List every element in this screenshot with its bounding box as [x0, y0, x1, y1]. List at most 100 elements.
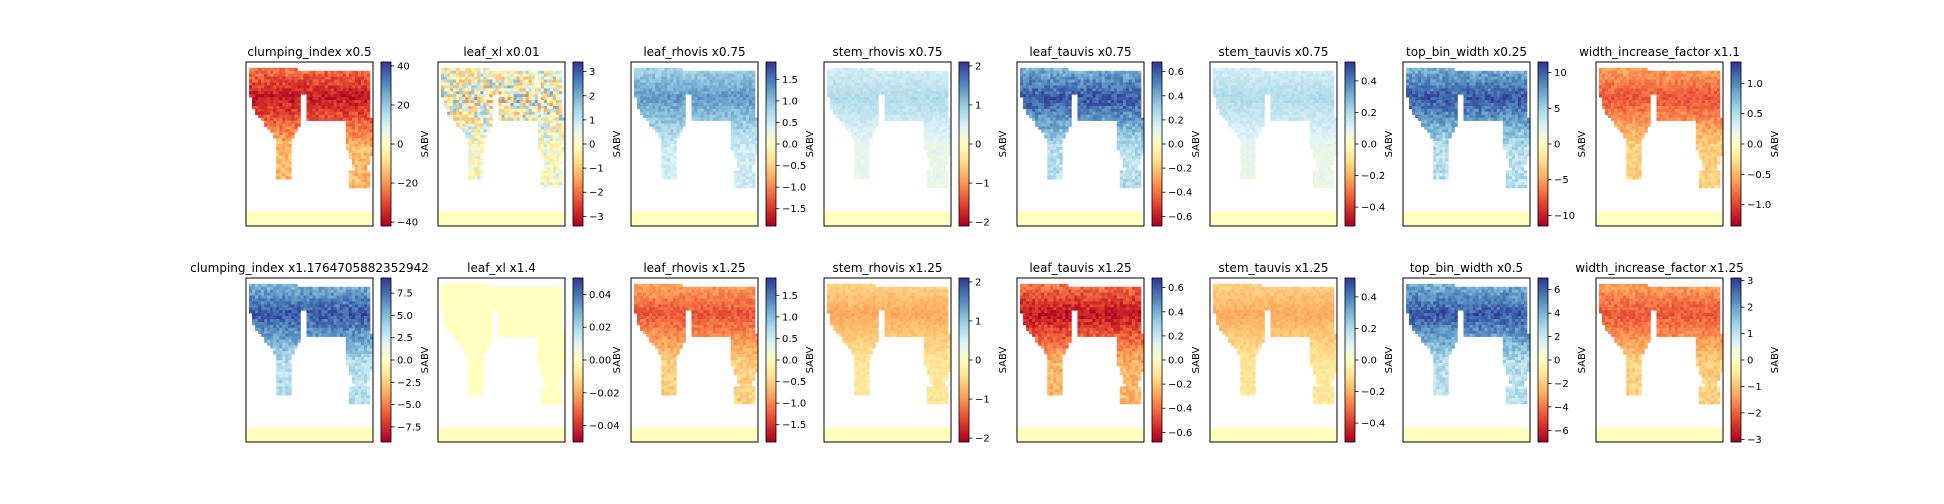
heatmap-cell [748, 141, 753, 145]
heatmap-cell [354, 217, 359, 221]
heatmap-cell [333, 217, 338, 221]
heatmap-cell [549, 105, 554, 110]
heatmap-cell [646, 94, 650, 98]
heatmap-cell [354, 146, 359, 151]
heatmap-cell [333, 79, 338, 83]
heatmap-cell [450, 220, 454, 224]
heatmap-cell [264, 88, 268, 92]
heatmap-cell [285, 144, 289, 148]
heatmap-cell [839, 73, 843, 77]
heatmap-cell [935, 214, 940, 218]
heatmap-cell [938, 214, 943, 218]
heatmap-cell [643, 79, 647, 83]
heatmap-cell [486, 223, 490, 227]
heatmap-cell [534, 111, 539, 116]
heatmap-cell [348, 132, 353, 136]
heatmap-cell [733, 85, 738, 89]
heatmap-cell [929, 79, 934, 83]
heatmap-cell [863, 149, 867, 154]
heatmap-cell [510, 73, 514, 77]
heatmap-cell [914, 97, 919, 101]
heatmap-cell [703, 97, 707, 101]
heatmap-cell [255, 211, 259, 215]
heatmap-cell [513, 88, 517, 92]
heatmap-cell [522, 73, 527, 77]
heatmap-cell [345, 105, 350, 110]
heatmap-cell [673, 214, 677, 218]
heatmap-cell [552, 123, 557, 127]
heatmap-cell [459, 211, 463, 215]
heatmap-cell [938, 158, 943, 162]
heatmap-cell [670, 217, 674, 221]
heatmap-cell [658, 132, 662, 136]
heatmap-cell [676, 100, 680, 104]
heatmap-cell [860, 164, 864, 168]
heatmap-cell [288, 170, 292, 174]
heatmap-cell [902, 117, 906, 121]
heatmap-cell [345, 73, 350, 77]
heatmap-cell [830, 79, 834, 83]
heatmap-cell [673, 79, 677, 83]
heatmap-cell [450, 88, 454, 92]
heatmap-cell [363, 167, 368, 171]
heatmap-cell [742, 164, 747, 168]
heatmap-cell [312, 111, 316, 116]
heatmap-cell [288, 100, 292, 104]
heatmap-cell [351, 103, 356, 107]
heatmap-cell [857, 70, 861, 75]
heatmap-cell [905, 79, 910, 83]
heatmap-cell [477, 126, 481, 130]
heatmap-cell [944, 85, 949, 89]
heatmap-cell [450, 217, 454, 221]
heatmap-cell [875, 91, 879, 95]
heatmap-cell [670, 132, 674, 136]
heatmap-cell [525, 79, 530, 83]
heatmap-cell [923, 220, 928, 224]
heatmap-cell [327, 217, 332, 221]
heatmap-cell [733, 152, 738, 157]
heatmap-cell [742, 161, 747, 165]
heatmap-cell [658, 123, 662, 127]
heatmap-cell [360, 214, 365, 218]
heatmap-cell [525, 88, 530, 92]
heatmap-cell [330, 220, 335, 224]
heatmap-cell [333, 117, 338, 121]
heatmap-cell [264, 94, 268, 98]
heatmap-cell [528, 70, 533, 75]
heatmap-cell [751, 158, 756, 162]
heatmap-cell [276, 82, 280, 86]
heatmap-cell [688, 223, 692, 227]
heatmap-cell [552, 217, 557, 221]
heatmap-cell [863, 158, 867, 162]
heatmap-cell [1077, 73, 1081, 77]
heatmap-cell [724, 76, 729, 80]
heatmap-cell [339, 220, 344, 224]
heatmap-cell [264, 85, 268, 89]
heatmap-cell [288, 73, 292, 77]
heatmap-cell [255, 220, 259, 224]
heatmap-cell [549, 149, 554, 154]
heatmap-cell [477, 146, 481, 151]
heatmap-cell [366, 126, 371, 130]
heatmap-cell [935, 161, 940, 165]
heatmap-cell [438, 211, 442, 215]
heatmap-cell [827, 79, 831, 83]
heatmap-cell [851, 94, 855, 98]
heatmap-cell [715, 223, 720, 227]
heatmap-cell [555, 123, 560, 127]
heatmap-cell [712, 73, 717, 77]
heatmap-cell [468, 70, 472, 75]
heatmap-cell [285, 161, 289, 165]
heatmap-cell [540, 97, 545, 101]
heatmap-cell [477, 67, 481, 72]
heatmap-cell [357, 120, 362, 124]
heatmap-cell [558, 152, 563, 157]
heatmap-cell [477, 173, 481, 177]
heatmap-cell [360, 146, 365, 151]
heatmap-cell [890, 214, 894, 218]
heatmap-cell [715, 97, 720, 101]
heatmap-cell [830, 211, 834, 215]
heatmap-cell [498, 100, 502, 104]
heatmap-cell [733, 211, 738, 215]
heatmap-cell [288, 141, 292, 145]
